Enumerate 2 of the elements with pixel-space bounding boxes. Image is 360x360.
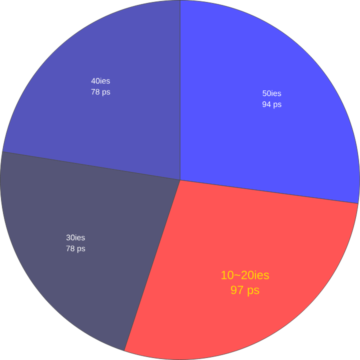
slice-label: 10~20ies <box>222 270 270 280</box>
data-label: 97 ps <box>231 286 260 296</box>
